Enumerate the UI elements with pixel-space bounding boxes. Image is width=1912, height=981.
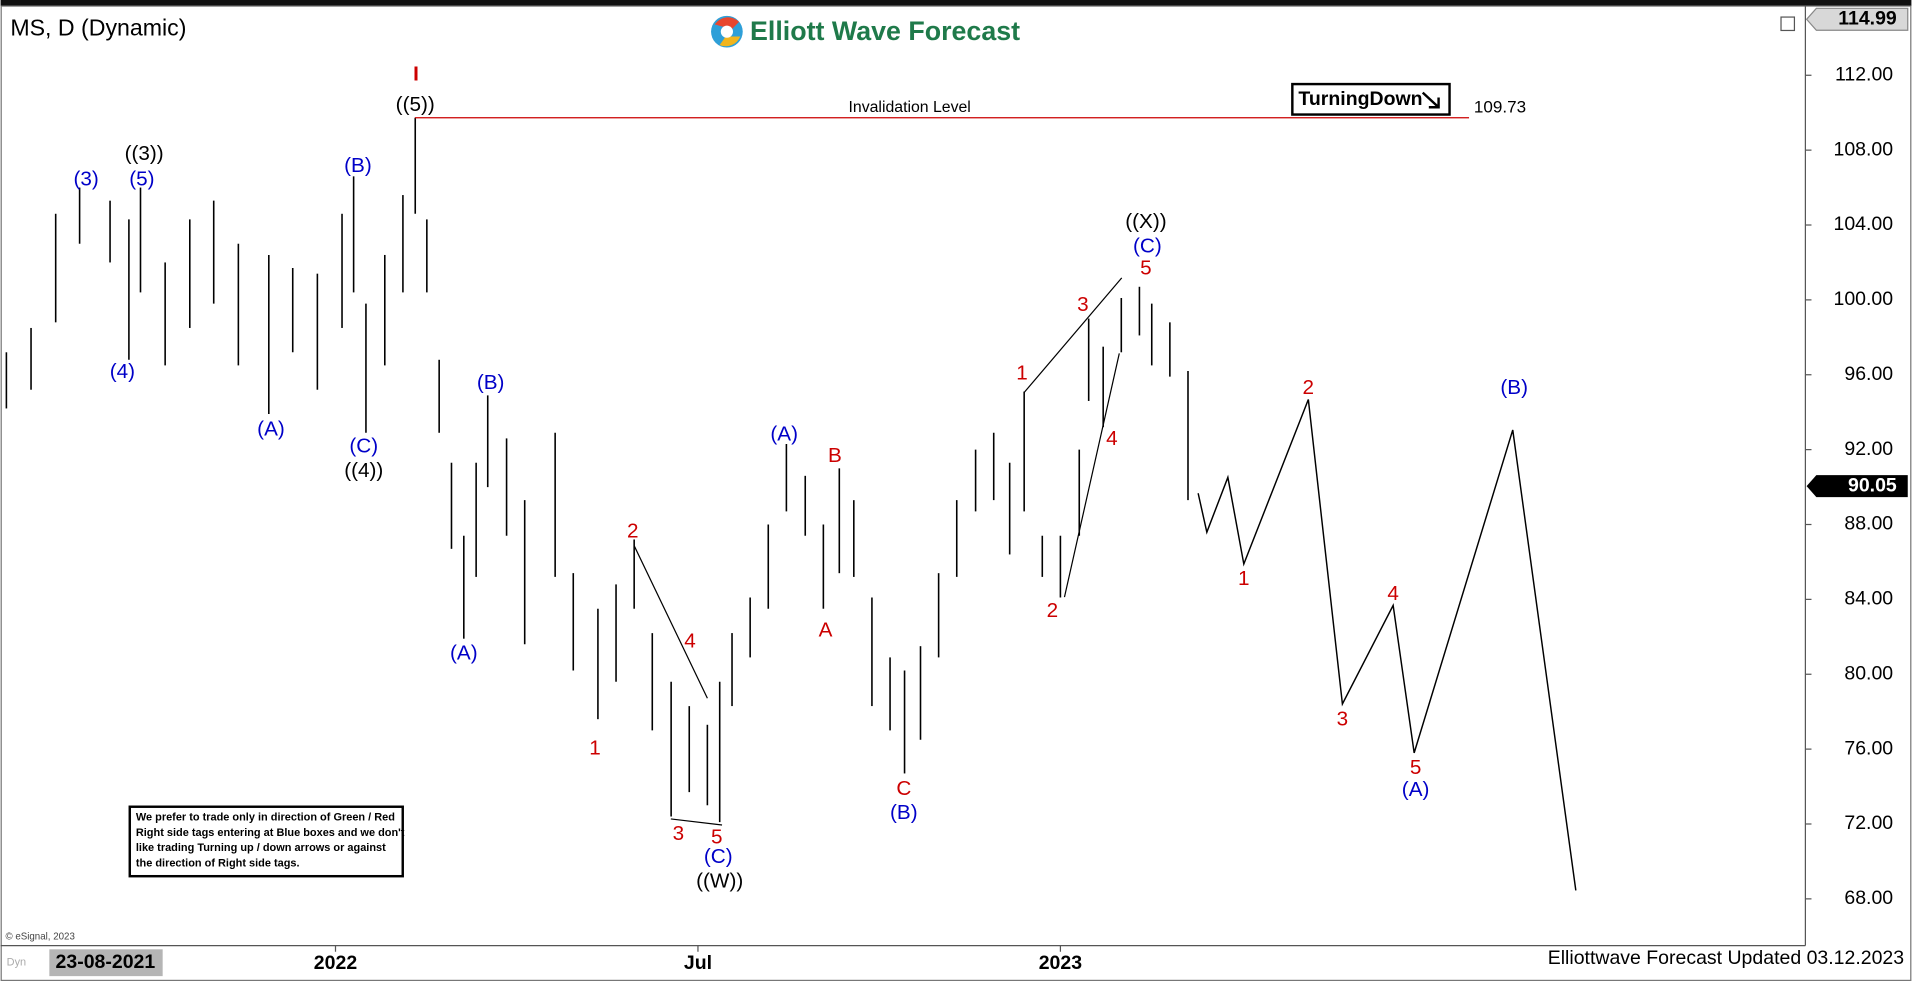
y-tick-label: 112.00	[1835, 63, 1893, 85]
y-tick-label: 76.00	[1844, 737, 1893, 759]
wave-label: (B)	[890, 801, 918, 824]
wave-label: C	[896, 777, 911, 800]
tag-label: TurningDown	[1298, 88, 1422, 110]
wave-label: ((W))	[696, 869, 743, 892]
invalidation-value: 109.73	[1474, 98, 1526, 117]
wave-label: B	[828, 444, 842, 467]
y-tick-label: 108.00	[1834, 138, 1894, 160]
last-price-tag	[1806, 475, 1908, 498]
x-tick-label: 2023	[1039, 952, 1083, 974]
wave-label: (B)	[344, 154, 372, 177]
window-icon	[1780, 16, 1796, 32]
wave-label: (A)	[257, 417, 285, 440]
wave-label: 5	[1140, 256, 1152, 279]
wave-label: 3	[1077, 293, 1089, 316]
invalidation-label: Invalidation Level	[849, 99, 971, 116]
wave-label: I	[413, 63, 419, 86]
wave-label: ((4))	[344, 459, 383, 482]
wave-label: (A)	[1402, 778, 1430, 801]
credit: © eSignal, 2023	[5, 932, 74, 943]
wave-label: 2	[627, 520, 639, 543]
updated-label: Elliottwave Forecast Updated 03.12.2023	[1548, 947, 1904, 969]
wave-label: (C)	[1133, 235, 1162, 258]
wave-label: (C)	[349, 434, 378, 457]
wave-label: 4	[684, 629, 696, 652]
wave-label: 1	[1238, 567, 1250, 590]
wave-label: ((X))	[1125, 210, 1166, 233]
wave-label: 4	[1387, 582, 1399, 605]
cursor-date: 23-08-2021	[56, 951, 156, 973]
top-price-label: 114.99	[1838, 7, 1897, 29]
wave-label: (3)	[73, 168, 98, 191]
y-tick-label: 84.00	[1844, 588, 1893, 610]
y-tick-label: 96.00	[1844, 363, 1893, 385]
brand: Elliott Wave Forecast	[750, 16, 1020, 46]
tag-box	[1291, 82, 1451, 116]
wave-label: 4	[1106, 427, 1118, 450]
wave-label: 2	[1047, 599, 1059, 622]
y-tick-label: 72.00	[1844, 812, 1893, 834]
last-price-label: 90.05	[1848, 474, 1897, 496]
y-tick-label: 88.00	[1844, 513, 1893, 535]
wave-label: (C)	[704, 845, 733, 868]
wave-label: (A)	[770, 422, 798, 445]
y-tick-label: 104.00	[1834, 213, 1894, 235]
projection-line	[1197, 399, 1577, 891]
y-tick-label: 100.00	[1834, 288, 1894, 310]
wave-label: (B)	[477, 371, 505, 394]
y-tick-label: 80.00	[1844, 662, 1893, 684]
wave-label: 5	[711, 826, 723, 849]
wave-label: (A)	[450, 641, 478, 664]
wave-label: ((3))	[125, 142, 164, 165]
note-line: We prefer to trade only in direction of …	[136, 812, 395, 824]
wave-label: A	[819, 618, 833, 641]
note-line: like trading Turning up / down arrows or…	[136, 842, 386, 854]
wave-label: (4)	[110, 360, 135, 383]
y-tick-label: 92.00	[1844, 438, 1893, 460]
x-tick-label: Jul	[684, 952, 712, 974]
chart-title: MS, D (Dynamic)	[10, 14, 186, 40]
dyn-mark: Dyn	[7, 957, 26, 969]
wave-label: (B)	[1500, 376, 1528, 399]
note-line: the direction of Right side tags.	[136, 857, 300, 869]
wave-label: 2	[1303, 376, 1315, 399]
wave-label: (5)	[129, 168, 154, 191]
wave-label: 3	[673, 822, 685, 845]
wave-label: ((5))	[396, 93, 435, 116]
logo	[711, 15, 743, 48]
y-tick-label: 68.00	[1844, 887, 1893, 909]
wave-label: 1	[1016, 361, 1028, 384]
wave-label: 3	[1337, 707, 1349, 730]
channel-lines	[633, 277, 1123, 826]
cursor-date-box	[49, 949, 163, 977]
wave-label: 5	[1410, 756, 1422, 779]
top-bar	[0, 0, 1912, 7]
x-tick-label: 2022	[314, 952, 358, 974]
wave-label: 1	[589, 737, 601, 760]
note-box	[128, 805, 404, 878]
note-line: Right side tags entering at Blue boxes a…	[136, 827, 405, 839]
frame	[0, 5, 1912, 981]
top-price-tag	[1805, 7, 1909, 31]
